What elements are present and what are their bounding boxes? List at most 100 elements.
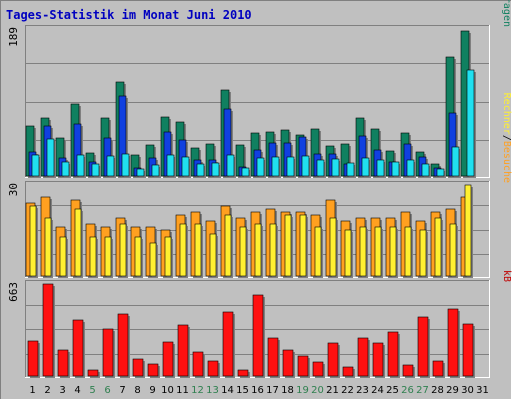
x-tick-label: 31 <box>476 385 489 396</box>
scale-max-label: 663 <box>7 282 20 302</box>
bar-rechner-day-9: Rechner 9: 11 <box>149 242 157 277</box>
x-tick-label: 12 <box>191 385 204 396</box>
bar-kb-day-30: kB 30: 378 <box>462 323 474 377</box>
x-tick-label: 21 <box>326 385 339 396</box>
bar-rechner-day-12: Rechner 12: 17 <box>194 223 202 277</box>
bar-seiten-day-20: Seiten 20: 20 <box>316 159 325 177</box>
bar-rechner-day-22: Rechner 22: 15 <box>344 229 352 277</box>
scale-max-label: 30 <box>7 183 20 196</box>
panel-border-light <box>25 280 490 378</box>
bar-kb-day-17: kB 17: 277 <box>267 337 279 377</box>
bar-seiten-day-19: Seiten 19: 26 <box>301 155 310 177</box>
x-tick-label: 28 <box>431 385 444 396</box>
bar-seiten-day-30: Seiten 30: 136 <box>466 69 475 177</box>
x-tick-label: 23 <box>356 385 369 396</box>
bar-kb-day-26: kB 26: 76 <box>402 364 414 377</box>
x-tick-label: 19 <box>296 385 309 396</box>
panel-border-dark <box>25 181 490 278</box>
bar-seiten-day-27: Seiten 27: 15 <box>421 163 430 177</box>
bar-seiten-day-2: Seiten 2: 47 <box>46 138 55 177</box>
bar-rechner-day-24: Rechner 24: 16 <box>374 226 382 277</box>
bar-rechner-day-6: Rechner 6: 13 <box>104 236 112 277</box>
bar-rechner-day-28: Rechner 28: 19 <box>434 217 442 277</box>
bar-seiten-day-29: Seiten 29: 37 <box>451 146 460 177</box>
bar-kb-day-21: kB 21: 235 <box>327 342 339 377</box>
bar-kb-day-14: kB 14: 458 <box>222 311 234 377</box>
x-tick-label: 7 <box>119 385 125 396</box>
bar-kb-day-24: kB 24: 237 <box>372 342 384 377</box>
legend-entry: Besuche <box>501 141 512 183</box>
panel-hits-files-pages: 189Seiten/Dateien/AnfragenAnfragen 1: 64… <box>7 0 512 178</box>
bar-kb-day-22: kB 22: 65 <box>342 366 354 377</box>
bar-seiten-day-18: Seiten 18: 24 <box>286 156 295 177</box>
panel-border-dark <box>25 25 490 178</box>
legend-kbytes: kB <box>501 270 512 282</box>
bar-kb-day-28: kB 28: 110 <box>432 360 444 377</box>
x-tick-label: 29 <box>446 385 459 396</box>
bar-kb-day-13: kB 13: 105 <box>207 360 219 377</box>
x-tick-label: 5 <box>89 385 95 396</box>
bar-rechner-day-19: Rechner 19: 20 <box>299 214 307 277</box>
bar-kb-day-2: kB 2: 663 <box>42 283 54 377</box>
legend-entry: kB <box>501 270 512 282</box>
x-tick-label: 25 <box>386 385 399 396</box>
bar-rechner-day-21: Rechner 21: 19 <box>329 217 337 277</box>
x-tick-label: 17 <box>266 385 279 396</box>
bar-rechner-day-27: Rechner 27: 15 <box>419 229 427 277</box>
bar-rechner-day-3: Rechner 3: 13 <box>59 236 67 277</box>
x-tick-label: 13 <box>206 385 219 396</box>
bar-rechner-day-18: Rechner 18: 20 <box>284 214 292 277</box>
legend-hits-files-pages: Seiten/Dateien/Anfragen <box>501 0 512 27</box>
bar-kb-day-7: kB 7: 448 <box>117 313 129 377</box>
bar-seiten-day-14: Seiten 14: 27 <box>226 154 235 177</box>
bar-kb-day-3: kB 3: 188 <box>57 349 69 377</box>
bar-seiten-day-6: Seiten 6: 26 <box>106 155 115 177</box>
x-tick-label: 24 <box>371 385 384 396</box>
bar-rechner-day-15: Rechner 15: 16 <box>239 226 247 277</box>
bar-seiten-day-25: Seiten 25: 18 <box>391 161 400 177</box>
x-tick-label: 20 <box>311 385 324 396</box>
x-tick-label: 15 <box>236 385 249 396</box>
bar-seiten-day-17: Seiten 17: 25 <box>271 156 280 177</box>
bar-seiten-day-11: Seiten 11: 25 <box>181 156 190 177</box>
bar-seiten-day-24: Seiten 24: 21 <box>376 159 385 177</box>
x-tick-label: 9 <box>149 385 155 396</box>
bar-seiten-day-16: Seiten 16: 23 <box>256 157 265 177</box>
bar-kb-day-11: kB 11: 369 <box>177 324 189 377</box>
bar-rechner-day-17: Rechner 17: 17 <box>269 223 277 277</box>
x-tick-label: 2 <box>44 385 50 396</box>
bar-kb-day-4: kB 4: 400 <box>72 319 84 377</box>
legend-entry: / <box>501 135 512 141</box>
bar-kb-day-6: kB 6: 336 <box>102 328 114 377</box>
x-tick-label: 14 <box>221 385 234 396</box>
bar-rechner-day-5: Rechner 5: 13 <box>89 236 97 277</box>
bar-kb-day-16: kB 16: 585 <box>252 294 264 377</box>
x-tick-label: 26 <box>401 385 414 396</box>
x-tick-label: 30 <box>461 385 474 396</box>
bar-seiten-day-21: Seiten 21: 22 <box>331 158 340 177</box>
bar-seiten-day-26: Seiten 26: 21 <box>406 159 415 177</box>
bar-rechner-day-14: Rechner 14: 20 <box>224 214 232 277</box>
bar-rechner-day-29: Rechner 29: 17 <box>449 223 457 277</box>
bar-seiten-day-1: Seiten 1: 27 <box>31 154 40 177</box>
bar-rechner-day-10: Rechner 10: 13 <box>164 236 172 277</box>
x-tick-label: 10 <box>161 385 174 396</box>
x-tick-label: 3 <box>59 385 65 396</box>
bar-kb-day-15: kB 15: 44 <box>237 369 249 377</box>
bar-rechner-day-8: Rechner 8: 13 <box>134 236 142 277</box>
bar-seiten-day-23: Seiten 23: 23 <box>361 157 370 177</box>
bar-kb-day-12: kB 12: 170 <box>192 351 204 377</box>
bar-kb-day-25: kB 25: 320 <box>387 331 399 377</box>
legend-entry: Rechner <box>501 93 512 135</box>
bar-rechner-day-16: Rechner 16: 17 <box>254 223 262 277</box>
x-tick-label: 8 <box>134 385 140 396</box>
bar-rechner-day-4: Rechner 4: 22 <box>74 208 82 277</box>
bar-kb-day-8: kB 8: 120 <box>132 358 144 377</box>
panel-border-dark <box>25 280 490 378</box>
x-tick-label: 1 <box>29 385 35 396</box>
bar-seiten-day-22: Seiten 22: 17 <box>346 162 355 177</box>
bar-kb-day-23: kB 23: 271 <box>357 337 369 377</box>
